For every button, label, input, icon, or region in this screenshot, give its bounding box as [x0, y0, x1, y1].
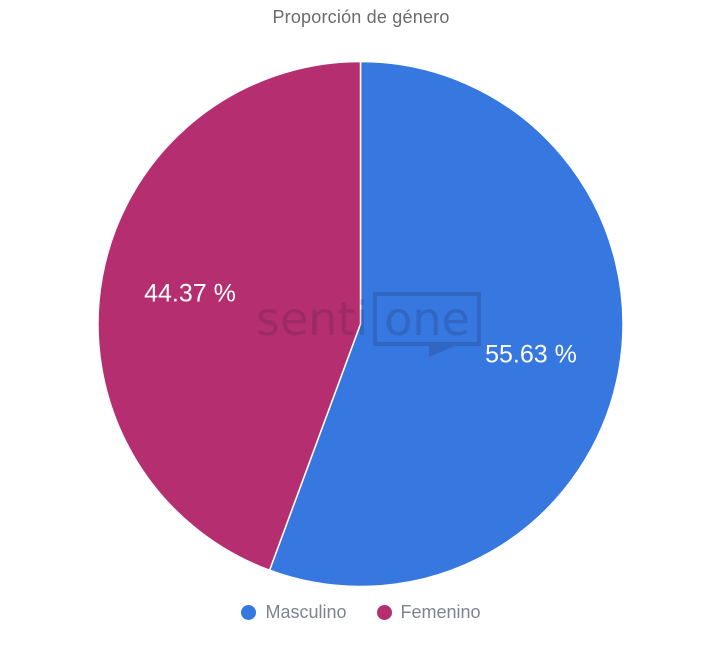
- chart-title: Proporción de género: [272, 7, 450, 27]
- legend-label-femenino: Femenino: [400, 602, 481, 622]
- legend-swatch-masculino-icon: [241, 605, 257, 620]
- pie-slice-masculino[interactable]: [268, 60, 624, 588]
- pie-value-label-masculino: 55.63 %: [485, 341, 577, 369]
- legend-item-masculino[interactable]: Masculino: [241, 602, 347, 623]
- legend: Masculino Femenino: [0, 602, 722, 623]
- legend-swatch-femenino-icon: [376, 605, 392, 620]
- legend-label-masculino: Masculino: [265, 602, 347, 622]
- pie-value-label-femenino: 44.37 %: [144, 280, 236, 308]
- pie-slice-femenino[interactable]: [97, 60, 362, 571]
- legend-item-femenino[interactable]: Femenino: [376, 602, 481, 623]
